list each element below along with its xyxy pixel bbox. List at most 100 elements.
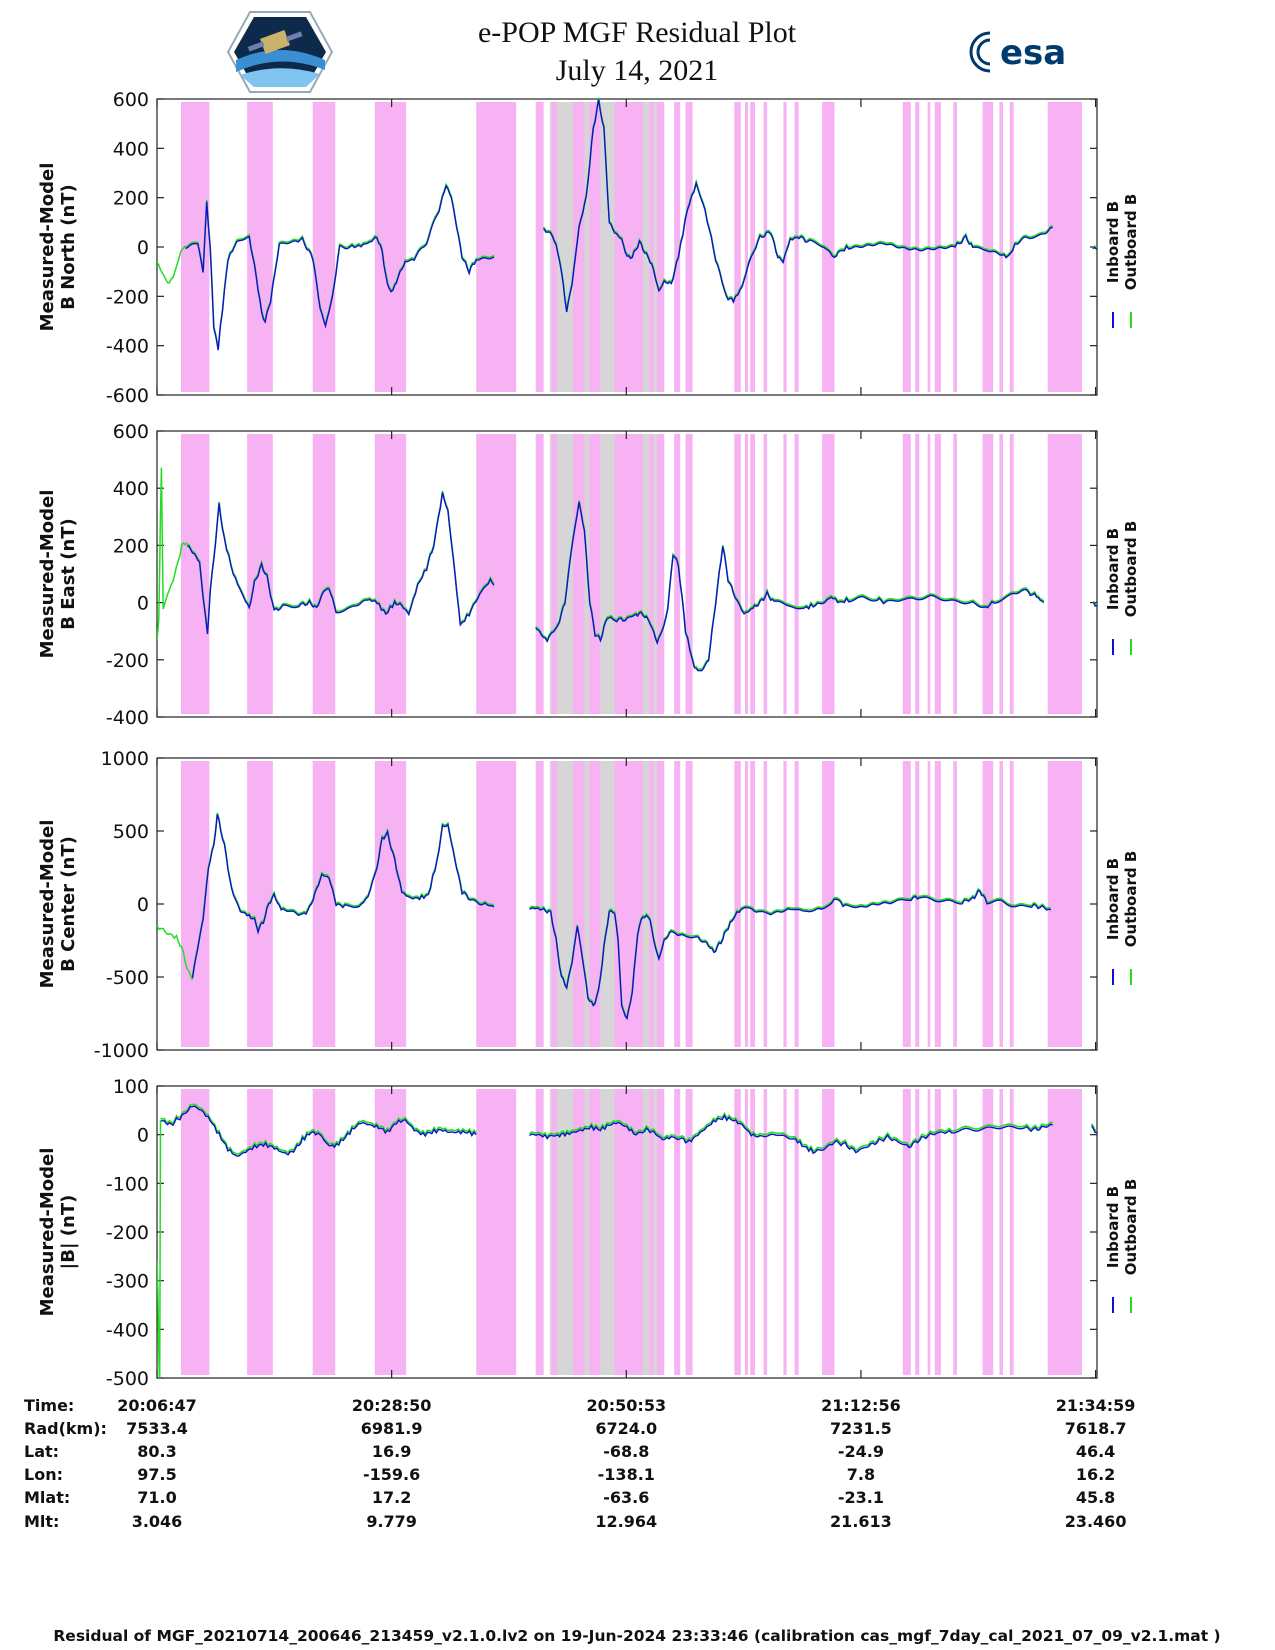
magenta-band xyxy=(614,434,643,714)
inboard-series-line xyxy=(1092,246,1097,251)
ephemeris-cell: 21:12:56 xyxy=(821,1396,901,1415)
magenta-band xyxy=(476,1089,517,1375)
y-tick-label: 1000 xyxy=(101,748,149,770)
magenta-band xyxy=(982,1089,994,1375)
ephemeris-cell: -23.1 xyxy=(838,1488,884,1507)
magenta-band xyxy=(915,1089,920,1375)
magenta-band xyxy=(312,1089,336,1375)
magenta-band xyxy=(573,434,585,714)
magenta-band xyxy=(674,102,681,392)
magenta-band xyxy=(999,434,1003,714)
magenta-band xyxy=(685,761,693,1047)
legend-inboard-label: Inboard B xyxy=(1104,1186,1122,1268)
magenta-band xyxy=(999,102,1003,392)
y-tick-label: 400 xyxy=(113,138,149,160)
magenta-band xyxy=(573,102,585,392)
magenta-band xyxy=(744,1089,748,1375)
magenta-band xyxy=(934,761,941,1047)
y-tick-label: 0 xyxy=(137,593,149,615)
magenta-band xyxy=(476,434,517,714)
magenta-band xyxy=(551,1089,557,1375)
legend-inboard-label: Inboard B xyxy=(1104,858,1122,940)
magenta-band xyxy=(649,761,654,1047)
ephemeris-cell: 9.779 xyxy=(366,1512,417,1531)
magenta-band xyxy=(783,1089,787,1375)
panel-b-center: 1000 500 0 -500 -1000 Measured-Model B Center … xyxy=(37,748,1140,1062)
ephemeris-cell: 6981.9 xyxy=(361,1419,423,1438)
magenta-band xyxy=(535,761,544,1047)
ephemeris-cell: 46.4 xyxy=(1076,1442,1115,1461)
magenta-band xyxy=(657,761,665,1047)
magenta-band xyxy=(535,1089,544,1375)
magenta-band xyxy=(953,434,957,714)
magenta-band xyxy=(750,434,756,714)
magenta-band xyxy=(744,434,748,714)
magenta-band xyxy=(794,434,799,714)
magenta-band xyxy=(999,761,1003,1047)
ephemeris-cell: 7618.7 xyxy=(1065,1419,1127,1438)
legend-outboard-label: Outboard B xyxy=(1122,851,1140,948)
ephemeris-row-label: Lon: xyxy=(24,1465,63,1484)
magenta-band xyxy=(589,434,601,714)
magenta-band xyxy=(674,434,681,714)
magenta-band xyxy=(902,1089,911,1375)
inboard-series-line xyxy=(1091,1125,1097,1134)
magenta-band xyxy=(685,434,693,714)
magenta-band xyxy=(535,102,544,392)
magenta-band xyxy=(674,761,681,1047)
outboard-start-line xyxy=(157,1120,162,1378)
plot-title: e-POP MGF Residual Plot xyxy=(478,16,797,49)
outboard-series-line xyxy=(191,812,495,977)
ephemeris-cell: -138.1 xyxy=(598,1465,655,1484)
magenta-band xyxy=(822,434,835,714)
magenta-band xyxy=(573,761,585,1047)
y-axis-label-line1: Measured-Model xyxy=(37,1148,58,1317)
magenta-band xyxy=(734,102,741,392)
y-tick-label: 0 xyxy=(137,1125,149,1147)
ephemeris-cell: 21.613 xyxy=(830,1512,892,1531)
y-tick-label: -100 xyxy=(106,1173,149,1195)
gray-band xyxy=(549,434,661,714)
ephemeris-cell: -63.6 xyxy=(603,1488,649,1507)
y-axis-label-line2: B Center (nT) xyxy=(58,836,79,972)
legend-inboard-label: Inboard B xyxy=(1104,201,1122,283)
ephemeris-table: Time: Rad(km): Lat: Lon: Mlat: Mlt: 20:06:47 75… xyxy=(24,1396,1135,1531)
y-tick-label: -500 xyxy=(106,967,149,989)
magenta-band xyxy=(1047,434,1082,714)
ephemeris-cell: 7231.5 xyxy=(830,1419,892,1438)
ephemeris-cell: 7.8 xyxy=(847,1465,875,1484)
magenta-band xyxy=(551,434,557,714)
magenta-band xyxy=(589,102,601,392)
magenta-band xyxy=(763,102,768,392)
magenta-band xyxy=(783,102,787,392)
y-tick-label: 400 xyxy=(113,478,149,500)
magenta-band xyxy=(180,1089,210,1375)
magenta-band xyxy=(312,102,336,392)
magenta-band xyxy=(902,761,911,1047)
y-tick-label: -1000 xyxy=(94,1040,149,1062)
y-axis-label-line1: Measured-Model xyxy=(37,490,58,659)
outboard-series-line xyxy=(1092,245,1097,249)
y-tick-label: -500 xyxy=(106,1368,149,1390)
magenta-band xyxy=(915,761,920,1047)
magenta-band xyxy=(999,1089,1003,1375)
y-axis-label-line1: Measured-Model xyxy=(37,163,58,332)
y-axis-label-line2: B East (nT) xyxy=(58,518,79,630)
ephemeris-cell: 3.046 xyxy=(132,1512,183,1531)
panel-b-east: 600 400 200 0 -200 -400 Measured-Model B East (… xyxy=(37,421,1140,729)
magenta-band xyxy=(657,434,665,714)
magenta-band xyxy=(794,1089,799,1375)
magenta-band xyxy=(374,102,407,392)
ephemeris-cell: 71.0 xyxy=(137,1488,176,1507)
magenta-band xyxy=(763,1089,768,1375)
outboard-series-line xyxy=(160,1103,477,1155)
magenta-band xyxy=(902,434,911,714)
magenta-band xyxy=(934,434,941,714)
outboard-start-line xyxy=(157,467,188,640)
magenta-band xyxy=(783,434,787,714)
y-tick-label: 0 xyxy=(137,894,149,916)
y-tick-label: -600 xyxy=(106,385,149,407)
y-tick-label: 500 xyxy=(113,821,149,843)
y-tick-label: 200 xyxy=(113,188,149,210)
magenta-band xyxy=(649,434,654,714)
